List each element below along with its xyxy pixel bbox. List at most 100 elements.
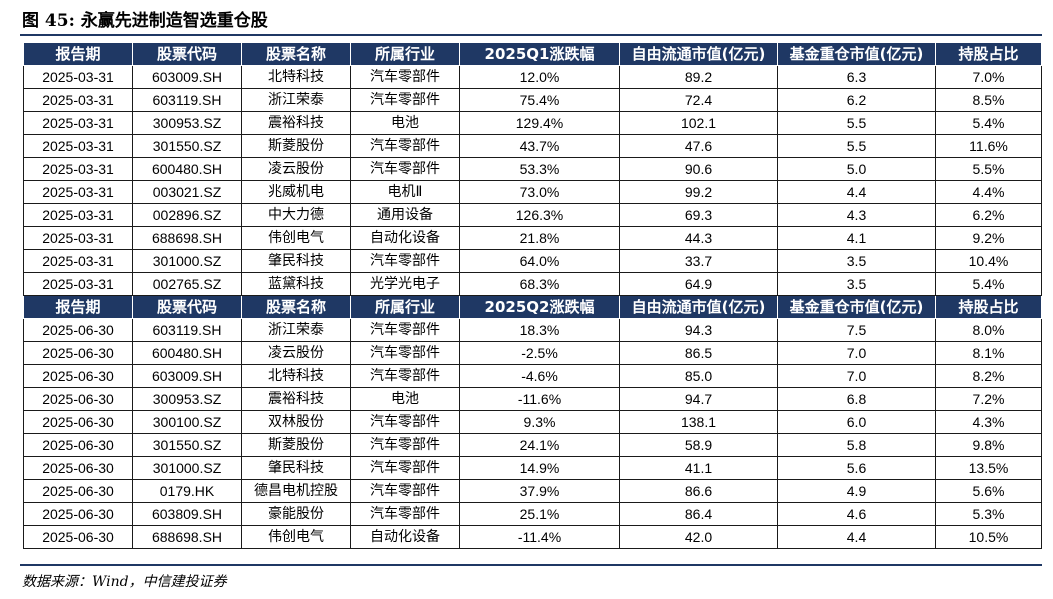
header-stock-code: 股票代码 bbox=[132, 42, 242, 66]
cell-fund-holding-value: 7.0 bbox=[777, 364, 936, 388]
cell-price-change: -11.4% bbox=[459, 525, 620, 549]
cell-stock-name: 蓝黛科技 bbox=[241, 272, 351, 296]
header-row: 报告期 股票代码 股票名称 所属行业 2025Q1涨跌幅 自由流通市值(亿元) 基金重仓市值… bbox=[23, 42, 1042, 66]
cell-price-change: 18.3% bbox=[459, 318, 620, 342]
cell-fund-holding-value: 5.6 bbox=[777, 456, 936, 480]
cell-report-date: 2025-03-31 bbox=[23, 272, 133, 296]
cell-stock-name: 北特科技 bbox=[241, 364, 351, 388]
cell-industry: 汽车零部件 bbox=[350, 88, 460, 112]
cell-industry: 通用设备 bbox=[350, 203, 460, 227]
cell-fund-holding-value: 4.3 bbox=[777, 203, 936, 227]
table-row: 2025-03-31 002896.SZ 中大力德 通用设备 126.3% 69.3 4.3… bbox=[23, 203, 1042, 227]
cell-price-change: 126.3% bbox=[459, 203, 620, 227]
cell-report-date: 2025-06-30 bbox=[23, 410, 133, 434]
cell-holding-ratio: 5.6% bbox=[935, 479, 1042, 503]
cell-stock-code: 003021.SZ bbox=[132, 180, 242, 204]
cell-float-mktcap: 90.6 bbox=[619, 157, 778, 181]
header-stock-name: 股票名称 bbox=[241, 295, 351, 319]
cell-stock-name: 震裕科技 bbox=[241, 387, 351, 411]
cell-stock-name: 中大力德 bbox=[241, 203, 351, 227]
table-row: 2025-03-31 002765.SZ 蓝黛科技 光学光电子 68.3% 64.9 3.5… bbox=[23, 272, 1042, 296]
table-row: 2025-03-31 600480.SH 凌云股份 汽车零部件 53.3% 90.6 5.0… bbox=[23, 157, 1042, 181]
cell-stock-code: 603809.SH bbox=[132, 502, 242, 526]
header-industry: 所属行业 bbox=[350, 42, 460, 66]
cell-stock-name: 肇民科技 bbox=[241, 249, 351, 273]
cell-fund-holding-value: 5.5 bbox=[777, 111, 936, 135]
table-row: 2025-06-30 300100.SZ 双林股份 汽车零部件 9.3% 138.1 6.0… bbox=[23, 410, 1042, 434]
table-row: 2025-06-30 0179.HK 德昌电机控股 汽车零部件 37.9% 86.6 4.9… bbox=[23, 479, 1042, 503]
holdings-table: 报告期 股票代码 股票名称 所属行业 2025Q1涨跌幅 自由流通市值(亿元) 基金重仓市值… bbox=[23, 42, 1042, 549]
cell-holding-ratio: 9.2% bbox=[935, 226, 1042, 250]
cell-float-mktcap: 89.2 bbox=[619, 65, 778, 89]
table-row: 2025-06-30 603009.SH 北特科技 汽车零部件 -4.6% 85.0 7.0… bbox=[23, 364, 1042, 388]
cell-float-mktcap: 47.6 bbox=[619, 134, 778, 158]
header-stock-code: 股票代码 bbox=[132, 295, 242, 319]
cell-stock-code: 603119.SH bbox=[132, 88, 242, 112]
cell-industry: 汽车零部件 bbox=[350, 157, 460, 181]
figure-title: 图 45: 永赢先进制造智选重仓股 bbox=[22, 11, 268, 31]
cell-price-change: 9.3% bbox=[459, 410, 620, 434]
cell-fund-holding-value: 7.0 bbox=[777, 341, 936, 365]
cell-industry: 汽车零部件 bbox=[350, 134, 460, 158]
cell-industry: 汽车零部件 bbox=[350, 433, 460, 457]
cell-industry: 汽车零部件 bbox=[350, 456, 460, 480]
cell-price-change: -2.5% bbox=[459, 341, 620, 365]
bottom-rule bbox=[20, 564, 1042, 566]
cell-stock-name: 震裕科技 bbox=[241, 111, 351, 135]
table-row: 2025-03-31 300953.SZ 震裕科技 电池 129.4% 102.1 5.5 5… bbox=[23, 111, 1042, 135]
cell-fund-holding-value: 3.5 bbox=[777, 272, 936, 296]
cell-stock-code: 603009.SH bbox=[132, 65, 242, 89]
cell-report-date: 2025-06-30 bbox=[23, 387, 133, 411]
cell-industry: 光学光电子 bbox=[350, 272, 460, 296]
cell-industry: 电池 bbox=[350, 387, 460, 411]
cell-industry: 汽车零部件 bbox=[350, 410, 460, 434]
cell-stock-code: 600480.SH bbox=[132, 341, 242, 365]
cell-report-date: 2025-03-31 bbox=[23, 157, 133, 181]
cell-holding-ratio: 9.8% bbox=[935, 433, 1042, 457]
cell-float-mktcap: 42.0 bbox=[619, 525, 778, 549]
cell-price-change: 14.9% bbox=[459, 456, 620, 480]
cell-price-change: 68.3% bbox=[459, 272, 620, 296]
cell-report-date: 2025-03-31 bbox=[23, 111, 133, 135]
cell-industry: 电机Ⅱ bbox=[350, 180, 460, 204]
header-industry: 所属行业 bbox=[350, 295, 460, 319]
source-note: 数据来源：Wind，中信建投证券 bbox=[22, 574, 227, 590]
table-row: 2025-03-31 603009.SH 北特科技 汽车零部件 12.0% 89.2 6.3… bbox=[23, 65, 1042, 89]
table-row: 2025-03-31 688698.SH 伟创电气 自动化设备 21.8% 44.3 4.1… bbox=[23, 226, 1042, 250]
cell-stock-name: 凌云股份 bbox=[241, 157, 351, 181]
cell-price-change: 73.0% bbox=[459, 180, 620, 204]
header-price-change: 2025Q1涨跌幅 bbox=[459, 42, 620, 66]
cell-industry: 汽车零部件 bbox=[350, 364, 460, 388]
cell-report-date: 2025-03-31 bbox=[23, 88, 133, 112]
cell-industry: 自动化设备 bbox=[350, 226, 460, 250]
cell-stock-name: 凌云股份 bbox=[241, 341, 351, 365]
cell-report-date: 2025-06-30 bbox=[23, 456, 133, 480]
cell-fund-holding-value: 6.0 bbox=[777, 410, 936, 434]
cell-holding-ratio: 7.0% bbox=[935, 65, 1042, 89]
table-row: 2025-03-31 603119.SH 浙江荣泰 汽车零部件 75.4% 72.4 6.2… bbox=[23, 88, 1042, 112]
cell-stock-code: 688698.SH bbox=[132, 525, 242, 549]
cell-stock-code: 0179.HK bbox=[132, 479, 242, 503]
header-holding-ratio: 持股占比 bbox=[935, 42, 1042, 66]
table-row: 2025-06-30 301550.SZ 斯菱股份 汽车零部件 24.1% 58.9 5.8… bbox=[23, 433, 1042, 457]
cell-stock-name: 斯菱股份 bbox=[241, 433, 351, 457]
cell-holding-ratio: 6.2% bbox=[935, 203, 1042, 227]
cell-stock-name: 浙江荣泰 bbox=[241, 88, 351, 112]
header-report-date: 报告期 bbox=[23, 42, 133, 66]
cell-stock-code: 301000.SZ bbox=[132, 249, 242, 273]
cell-stock-code: 688698.SH bbox=[132, 226, 242, 250]
cell-stock-code: 603119.SH bbox=[132, 318, 242, 342]
cell-holding-ratio: 8.0% bbox=[935, 318, 1042, 342]
cell-industry: 自动化设备 bbox=[350, 525, 460, 549]
header-stock-name: 股票名称 bbox=[241, 42, 351, 66]
table-row: 2025-06-30 603119.SH 浙江荣泰 汽车零部件 18.3% 94.3 7.5… bbox=[23, 318, 1042, 342]
header-holding-ratio: 持股占比 bbox=[935, 295, 1042, 319]
cell-stock-name: 伟创电气 bbox=[241, 226, 351, 250]
cell-price-change: -11.6% bbox=[459, 387, 620, 411]
table-row: 2025-06-30 300953.SZ 震裕科技 电池 -11.6% 94.7 6.8 7.… bbox=[23, 387, 1042, 411]
cell-stock-code: 301000.SZ bbox=[132, 456, 242, 480]
cell-report-date: 2025-03-31 bbox=[23, 134, 133, 158]
cell-stock-code: 300953.SZ bbox=[132, 387, 242, 411]
table-row: 2025-06-30 301000.SZ 肇民科技 汽车零部件 14.9% 41.1 5.6… bbox=[23, 456, 1042, 480]
cell-holding-ratio: 5.4% bbox=[935, 272, 1042, 296]
